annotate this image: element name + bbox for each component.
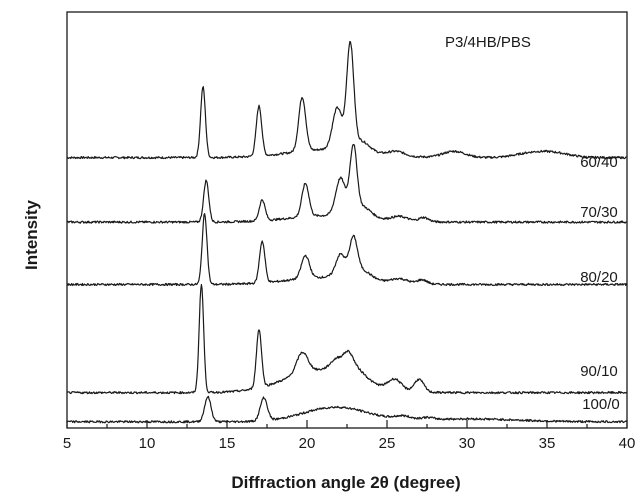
- series-label-80-20: 80/20: [580, 269, 618, 286]
- x-tick-label: 15: [219, 435, 236, 452]
- legend-title: P3/4HB/PBS: [445, 34, 531, 51]
- series-line-90-10: [66, 283, 628, 395]
- y-axis-title: Intensity: [22, 200, 41, 270]
- series-line-70-30: [66, 143, 628, 224]
- x-tick-label: 25: [379, 435, 396, 452]
- series-label-70-30: 70/30: [580, 204, 618, 221]
- x-tick-label: 20: [299, 435, 316, 452]
- x-tick-label: 40: [619, 435, 636, 452]
- series-line-60-40: [66, 40, 628, 160]
- x-tick-label: 5: [63, 435, 71, 452]
- series-label-90-10: 90/10: [580, 363, 618, 380]
- x-axis-title: Diffraction angle 2θ (degree): [231, 473, 460, 492]
- x-tick-label: 30: [459, 435, 476, 452]
- series-line-80-20: [66, 213, 628, 287]
- series-label-60-40: 60/40: [580, 154, 618, 171]
- x-tick-label: 35: [539, 435, 556, 452]
- series-line-100-0: [66, 395, 628, 424]
- x-tick-label: 10: [139, 435, 156, 452]
- series-label-100-0: 100/0: [582, 396, 620, 413]
